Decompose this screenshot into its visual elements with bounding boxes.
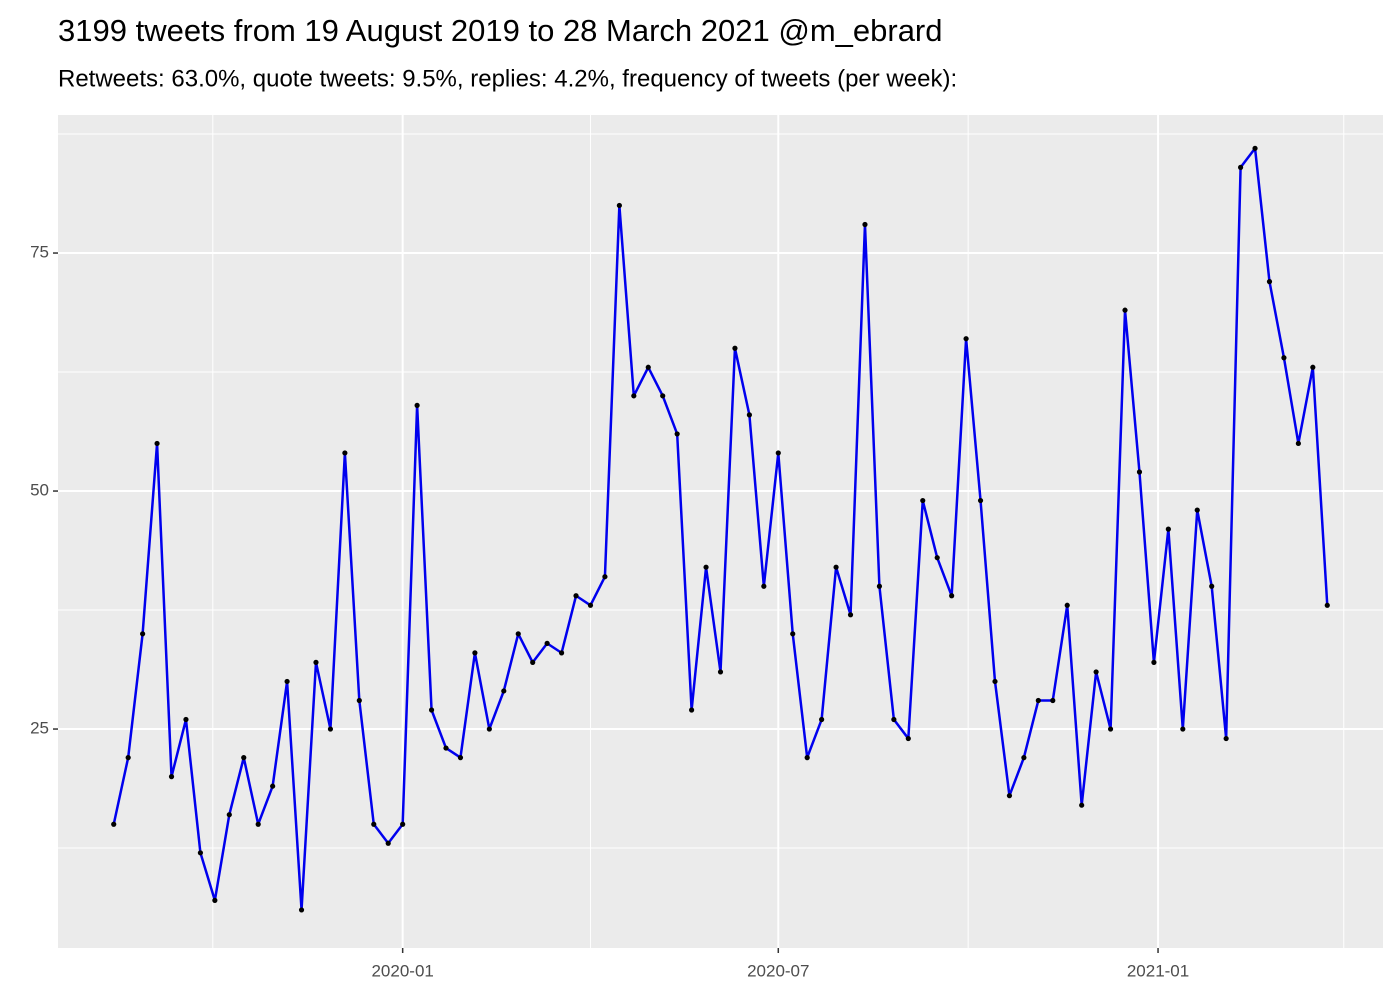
point [949,593,955,599]
point [732,345,738,351]
point [761,583,767,589]
point [111,821,117,827]
point [168,774,175,780]
point [862,221,868,228]
point [1237,164,1244,170]
point [660,393,666,399]
point [819,716,825,723]
x-tick-label: 2021-01 [1127,961,1189,980]
point [501,688,507,694]
point [1310,364,1316,370]
point [1006,793,1013,799]
point [1281,355,1287,361]
y-tick-label: 75 [30,243,49,262]
point [486,726,492,732]
point [298,907,305,913]
point [703,564,709,570]
point [356,697,362,704]
point [270,783,276,789]
point [183,716,189,723]
point [876,583,883,589]
point [934,555,940,561]
chart-subtitle: Retweets: 63.0%, quote tweets: 9.5%, rep… [58,65,957,92]
point [790,631,796,637]
point [472,650,478,656]
point [1093,669,1099,675]
point [587,602,594,608]
point [963,336,969,342]
point [414,402,420,408]
point [1122,307,1128,313]
point [1021,755,1027,761]
point [1035,697,1041,704]
point [920,497,926,504]
point [1107,726,1114,732]
x-tick-label: 2020-07 [747,961,809,980]
point [717,669,724,675]
point [847,612,854,618]
point [385,840,391,846]
point [573,593,579,599]
point [992,678,998,685]
point [833,564,839,570]
point [891,716,897,723]
point [255,821,261,827]
point [631,393,637,399]
point [515,631,521,637]
point [457,755,464,761]
point [1223,735,1229,742]
point [428,707,435,713]
point [1064,602,1070,608]
point [140,631,146,637]
point [1079,802,1085,808]
point [371,821,377,827]
point [125,755,131,761]
point [1165,526,1171,532]
point [602,574,608,580]
point [212,897,218,904]
point [443,745,449,751]
point [1180,726,1186,732]
point [400,821,406,827]
point [544,640,550,646]
point [530,659,536,666]
point [905,735,911,742]
point [1194,507,1200,513]
point [977,497,984,504]
point [313,659,319,666]
point [327,726,334,732]
point [645,364,651,370]
point [1252,145,1258,151]
point [226,812,232,818]
point [284,678,290,685]
y-tick-label: 25 [30,719,49,738]
point [1324,602,1330,608]
point [241,755,247,761]
chart-title: 3199 tweets from 19 August 2019 to 28 Ma… [58,13,943,48]
point [804,755,810,761]
point [154,440,160,447]
point [342,450,348,456]
point [1209,583,1215,589]
point [746,412,752,418]
point [1050,697,1056,704]
point [1295,440,1301,447]
point [674,431,680,437]
point [1136,469,1143,475]
point [689,707,695,713]
point [1266,279,1273,285]
point [1151,659,1157,666]
x-tick-label: 2020-01 [371,961,433,980]
point [775,450,781,456]
point [197,850,204,856]
point [558,650,565,656]
point [616,202,622,209]
y-tick-label: 50 [30,481,49,500]
